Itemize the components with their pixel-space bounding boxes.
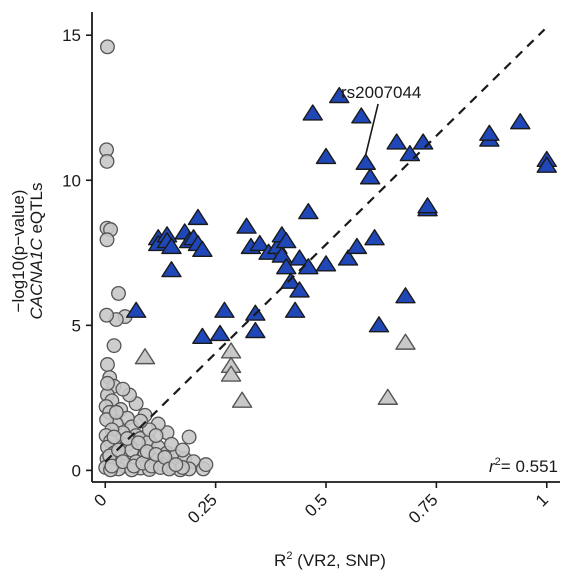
data-point-triangle-gray xyxy=(395,333,416,350)
data-point-triangle-blue xyxy=(245,321,266,339)
fit-line xyxy=(104,28,546,463)
data-point-triangle-blue xyxy=(337,249,359,266)
data-point-circle xyxy=(99,307,115,323)
y-tick-label: 15 xyxy=(62,26,81,45)
x-title-main: R xyxy=(274,551,286,570)
y-tick-label: 5 xyxy=(72,316,81,335)
y-title-line2: CACNA1C eQTLs xyxy=(27,183,46,320)
data-point-triangle-blue xyxy=(161,261,182,278)
data-point-triangle-blue xyxy=(536,156,557,173)
data-point-triangle-blue xyxy=(386,133,407,150)
y-title-suffix: eQTLs xyxy=(27,183,46,239)
data-point-circle xyxy=(106,429,122,445)
data-point-triangle-blue xyxy=(284,301,306,318)
x-title-sup: 2 xyxy=(286,550,292,562)
data-point-triangle-gray xyxy=(220,365,242,382)
data-point-triangle-blue xyxy=(479,124,500,141)
data-point-triangle-blue xyxy=(355,153,376,170)
data-point-circle xyxy=(115,381,131,397)
data-point-triangle-blue xyxy=(315,147,337,165)
data-point-circle xyxy=(106,338,122,354)
data-point-triangle-gray xyxy=(377,388,399,405)
data-point-circle xyxy=(181,429,197,445)
data-point-triangle-blue xyxy=(214,301,235,318)
data-point-circle xyxy=(100,357,115,372)
data-point-circle xyxy=(148,428,164,444)
data-point-triangle-blue xyxy=(368,316,390,333)
data-point-circle xyxy=(108,404,124,420)
stat-sup: 2 xyxy=(495,456,501,468)
data-point-circle xyxy=(100,375,115,391)
data-point-circle xyxy=(99,232,115,248)
data-point-triangle-blue xyxy=(289,281,310,298)
data-point-triangle-blue xyxy=(302,104,323,121)
stat-value: = 0.551 xyxy=(501,457,558,476)
data-point-triangle-blue xyxy=(236,217,257,234)
data-point-triangle-blue xyxy=(510,113,531,130)
data-point-triangle-blue xyxy=(192,327,213,345)
y-title-line1: −log10(p−value) xyxy=(9,190,28,313)
data-point-triangle-blue xyxy=(289,249,310,266)
y-axis-title: −log10(p−value) CACNA1C eQTLs xyxy=(9,183,46,320)
y-tick-label: 10 xyxy=(62,171,81,190)
data-point-triangle-blue xyxy=(298,202,319,220)
data-point-circle xyxy=(175,442,190,458)
data-point-circle xyxy=(198,457,214,473)
x-tick-label: 0.25 xyxy=(184,490,221,527)
x-tick-label: 0.5 xyxy=(301,490,331,520)
points-layer xyxy=(98,39,557,478)
x-tick-label: 0.75 xyxy=(405,490,442,527)
x-axis-title: R2 (VR2, SNP) xyxy=(274,550,386,570)
data-point-triangle-blue xyxy=(346,237,368,255)
data-point-triangle-blue xyxy=(125,301,147,318)
data-point-triangle-blue xyxy=(187,208,209,226)
annotation-leader xyxy=(364,103,379,156)
data-point-triangle-blue xyxy=(364,229,385,246)
x-tick-label: 1 xyxy=(532,490,552,510)
x-tick-label: 0 xyxy=(90,490,110,510)
data-point-triangle-blue xyxy=(351,107,372,124)
data-point-triangle-blue xyxy=(417,197,438,214)
y-tick-label: 0 xyxy=(72,461,81,480)
data-point-triangle-gray xyxy=(134,348,156,365)
data-point-circle xyxy=(130,435,146,451)
data-point-triangle-blue xyxy=(249,234,270,252)
x-title-rest: (VR2, SNP) xyxy=(292,551,386,570)
data-point-triangle-blue xyxy=(192,240,213,257)
data-point-circle xyxy=(168,457,184,473)
data-point-circle xyxy=(99,153,115,169)
data-point-triangle-blue xyxy=(315,255,337,272)
data-point-triangle-blue xyxy=(395,287,416,304)
data-point-triangle-blue xyxy=(359,168,381,185)
data-point-circle xyxy=(100,39,115,55)
data-point-triangle-blue xyxy=(276,258,297,275)
data-point-triangle-blue xyxy=(209,324,231,342)
correlation-label: r2= 0.551 xyxy=(489,456,558,476)
data-point-triangle-blue xyxy=(161,237,182,255)
data-point-triangle-gray xyxy=(231,391,253,408)
stat-prefix: r xyxy=(489,457,496,476)
data-point-triangle-blue xyxy=(276,231,297,249)
annotation-label: rs2007044 xyxy=(341,83,421,102)
y-title-gene: CACNA1C xyxy=(27,238,46,320)
data-point-circle xyxy=(111,285,126,301)
data-point-triangle-blue xyxy=(329,86,350,104)
